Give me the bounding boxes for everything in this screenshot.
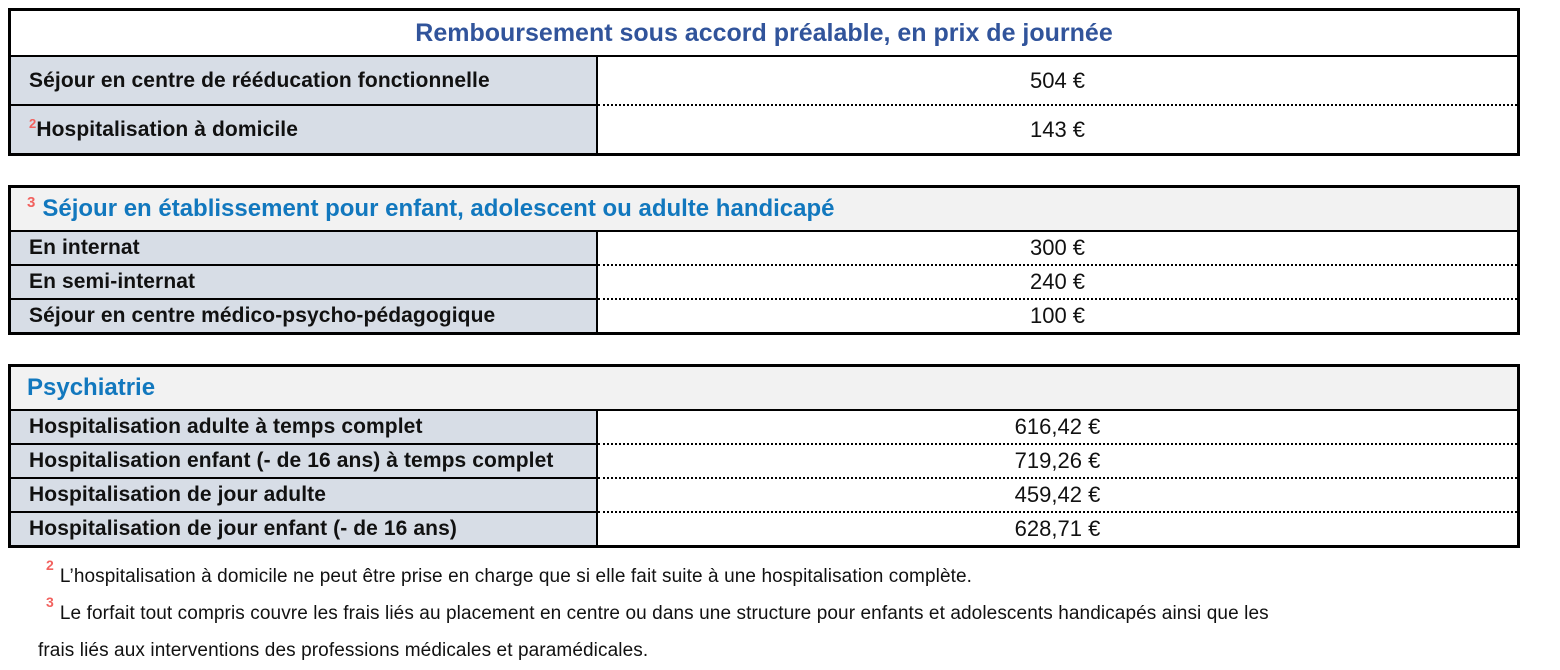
row-label-text: Hospitalisation de jour enfant (- de 16 …: [29, 517, 457, 540]
row-label: Hospitalisation de jour enfant (- de 16 …: [11, 511, 598, 545]
row-label-text: Hospitalisation enfant (- de 16 ans) à t…: [29, 449, 554, 472]
table-row: Séjour en centre médico-psycho-pédagogiq…: [11, 298, 1517, 332]
table-psychiatrie: Psychiatrie Hospitalisation adulte à tem…: [8, 364, 1520, 548]
row-label: Hospitalisation de jour adulte: [11, 477, 598, 511]
table-sejour-etablissement-handicape: 3 Séjour en établissement pour enfant, a…: [8, 185, 1520, 335]
table-row: 2 Hospitalisation à domicile 143 €: [11, 104, 1517, 153]
footnote-marker: 3: [46, 593, 54, 610]
row-label: Hospitalisation enfant (- de 16 ans) à t…: [11, 443, 598, 477]
table-title: Séjour en établissement pour enfant, ado…: [42, 195, 835, 222]
table-title-bar: Remboursement sous accord préalable, en …: [11, 11, 1517, 55]
footnote-marker: 2: [46, 556, 54, 573]
row-label-text: Hospitalisation adulte à temps complet: [29, 415, 423, 438]
row-label: En internat: [11, 230, 598, 264]
row-value: 459,42 €: [598, 477, 1517, 511]
row-label-text: Hospitalisation de jour adulte: [29, 483, 327, 506]
table-remboursement-accord-prealable: Remboursement sous accord préalable, en …: [8, 8, 1520, 156]
row-label-text: Hospitalisation à domicile: [36, 117, 298, 141]
table-row: Hospitalisation enfant (- de 16 ans) à t…: [11, 443, 1517, 477]
table-row: Hospitalisation de jour enfant (- de 16 …: [11, 511, 1517, 545]
table-row: Hospitalisation adulte à temps complet 61…: [11, 409, 1517, 443]
table-row: En semi-internat 240 €: [11, 264, 1517, 298]
row-label-text: En semi-internat: [29, 270, 196, 293]
row-label: En semi-internat: [11, 264, 598, 298]
row-value: 300 €: [598, 230, 1517, 264]
table-title-bar: 3 Séjour en établissement pour enfant, a…: [11, 188, 1517, 230]
row-value: 719,26 €: [598, 443, 1517, 477]
table-row: En internat 300 €: [11, 230, 1517, 264]
row-value: 628,71 €: [598, 511, 1517, 545]
row-value: 143 €: [598, 104, 1517, 153]
table-title: Psychiatrie: [27, 374, 156, 401]
table-body: Hospitalisation adulte à temps complet 61…: [11, 409, 1517, 545]
row-label-text: En internat: [29, 236, 140, 259]
row-label-text: Séjour en centre médico-psycho-pédagogiq…: [29, 304, 496, 327]
table-body: Séjour en centre de rééducation fonction…: [11, 55, 1517, 153]
row-label: Séjour en centre médico-psycho-pédagogiq…: [11, 298, 598, 332]
footnote: 3Le forfait tout compris couvre les frai…: [38, 595, 1298, 669]
row-label: Hospitalisation adulte à temps complet: [11, 409, 598, 443]
row-label: 2 Hospitalisation à domicile: [11, 104, 598, 153]
row-label-text: Séjour en centre de rééducation fonction…: [29, 68, 490, 92]
table-title-bar: Psychiatrie: [11, 367, 1517, 409]
row-value: 616,42 €: [598, 409, 1517, 443]
row-label: Séjour en centre de rééducation fonction…: [11, 55, 598, 104]
table-row: Séjour en centre de rééducation fonction…: [11, 55, 1517, 104]
row-value: 504 €: [598, 55, 1517, 104]
footnotes: 2 L’hospitalisation à domicile ne peut êt…: [38, 558, 1298, 669]
reimbursement-document: Remboursement sous accord préalable, en …: [8, 8, 1520, 669]
footnote-text: Le forfait tout compris couvre les frais…: [38, 603, 1269, 661]
row-value: 240 €: [598, 264, 1517, 298]
footnote-text: L’hospitalisation à domicile ne peut êtr…: [59, 566, 973, 587]
table-body: En internat 300 € En semi-internat 240 € Séj…: [11, 230, 1517, 332]
footnote: 2 L’hospitalisation à domicile ne peut êt…: [38, 558, 1298, 595]
table-row: Hospitalisation de jour adulte 459,42 €: [11, 477, 1517, 511]
table-title: Remboursement sous accord préalable, en …: [415, 18, 1113, 47]
row-value: 100 €: [598, 298, 1517, 332]
